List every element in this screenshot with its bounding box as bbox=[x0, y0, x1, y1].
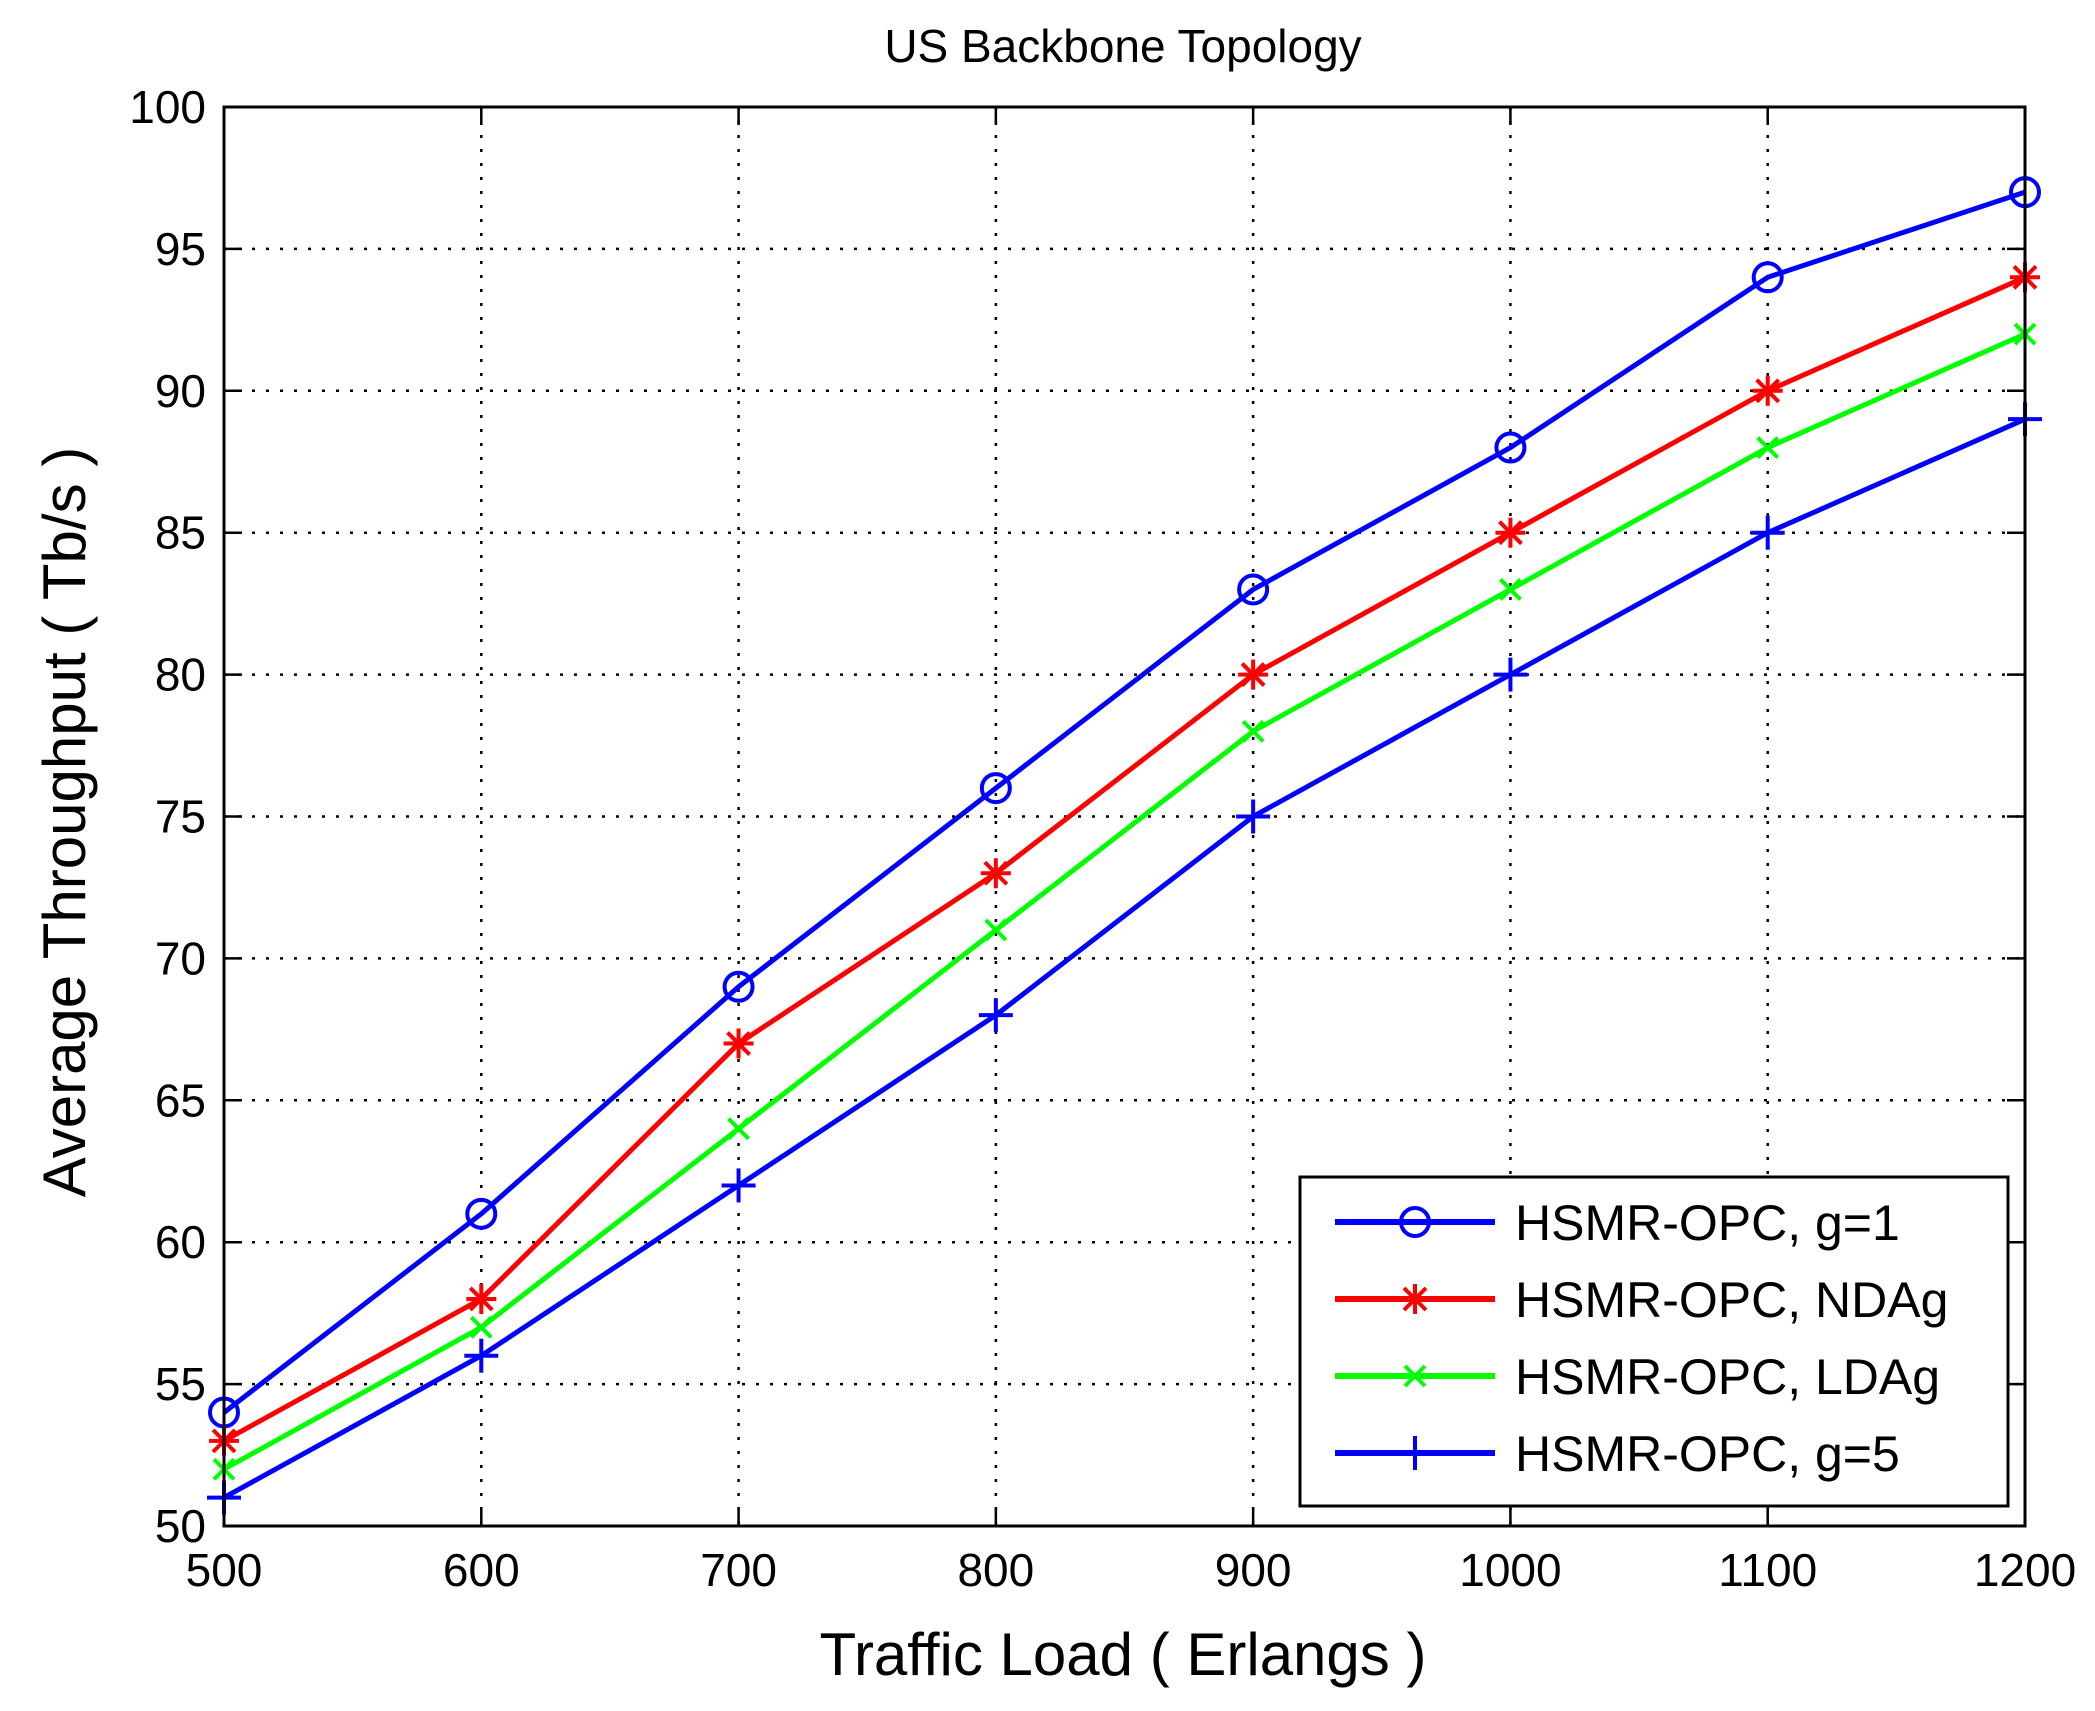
legend-label-1: HSMR-OPC, g=1 bbox=[1515, 1195, 1900, 1251]
series-2-point-600 bbox=[466, 1283, 497, 1314]
legend-label-3: HSMR-OPC, LDAg bbox=[1515, 1349, 1940, 1405]
series-1-point-900-circle bbox=[1237, 573, 1270, 606]
y-tick-label-75: 75 bbox=[155, 791, 206, 843]
series-line-1 bbox=[222, 189, 2026, 1415]
series-4-point-600 bbox=[464, 1338, 499, 1373]
y-tick-label-95: 95 bbox=[155, 223, 206, 275]
legend-marker-4 bbox=[1398, 1436, 1432, 1470]
y-tick-label-50: 50 bbox=[155, 1500, 206, 1552]
series-1-point-1100 bbox=[1751, 261, 1784, 294]
x-tick-label-700: 700 bbox=[700, 1544, 777, 1596]
series-3-point-700 bbox=[727, 1117, 750, 1141]
chart-title: US Backbone Topology bbox=[884, 20, 1361, 72]
series-4-point-700 bbox=[721, 1168, 756, 1203]
x-tick-label-800: 800 bbox=[957, 1544, 1034, 1596]
x-axis-label: Traffic Load ( Erlangs ) bbox=[820, 1621, 1427, 1688]
series-4-point-1100 bbox=[1750, 515, 1785, 550]
series-2-point-800 bbox=[980, 858, 1011, 889]
legend-marker-3 bbox=[1403, 1364, 1427, 1388]
y-tick-label-100: 100 bbox=[129, 81, 206, 133]
series-1-point-1000-circle bbox=[1494, 431, 1527, 464]
y-tick-label-85: 85 bbox=[155, 507, 206, 559]
series-1-point-1000 bbox=[1494, 431, 1527, 464]
x-tick-label-1000: 1000 bbox=[1459, 1544, 1561, 1596]
series-line-4 bbox=[222, 416, 2027, 1500]
series-3-point-600 bbox=[469, 1315, 493, 1339]
y-tick-label-65: 65 bbox=[155, 1074, 206, 1126]
legend-marker-2 bbox=[1400, 1284, 1430, 1314]
series-3-point-1000-d2 bbox=[1499, 578, 1522, 601]
series-2-point-1100 bbox=[1752, 375, 1783, 406]
series-1-point-800 bbox=[979, 772, 1012, 805]
legend-entry-4: HSMR-OPC, g=5 bbox=[1335, 1426, 1900, 1482]
x-tick-label-600: 600 bbox=[443, 1544, 520, 1596]
y-tick-label-70: 70 bbox=[155, 932, 206, 984]
series-3-point-800-d2 bbox=[984, 918, 1008, 942]
series-1-point-900 bbox=[1237, 573, 1270, 606]
x-tick-label-500: 500 bbox=[186, 1544, 263, 1596]
legend-entry-1: HSMR-OPC, g=1 bbox=[1335, 1195, 1900, 1251]
series-1-point-700-circle bbox=[722, 970, 755, 1003]
y-tick-label-80: 80 bbox=[155, 649, 206, 701]
y-tick-label-90: 90 bbox=[155, 365, 206, 417]
series-line-3 bbox=[222, 331, 2027, 1472]
series-1-point-600 bbox=[465, 1197, 498, 1230]
series-1-point-1100-circle bbox=[1751, 261, 1784, 294]
series-2-point-1000-d2 bbox=[1498, 520, 1523, 546]
x-tick-label-1100: 1100 bbox=[1718, 1544, 1817, 1596]
series-3-point-800 bbox=[984, 918, 1008, 942]
y-axis-label: Average Throughput ( Tb/s ) bbox=[31, 447, 98, 1197]
series-2-point-900 bbox=[1238, 659, 1269, 690]
legend: HSMR-OPC, g=1 HSMR-OPC, NDAg HSMR-OPC, LDA… bbox=[1298, 1175, 2010, 1508]
legend-label-2: HSMR-OPC, NDAg bbox=[1515, 1272, 1948, 1328]
series-2-point-1000 bbox=[1495, 517, 1526, 548]
axes-box bbox=[222, 105, 2027, 1528]
legend-entry-3: HSMR-OPC, LDAg bbox=[1335, 1349, 1940, 1405]
series-2-point-900-d2 bbox=[1240, 662, 1266, 688]
series-4 bbox=[207, 402, 2042, 1515]
series-2-point-700 bbox=[723, 1028, 754, 1059]
x-tick-label-900: 900 bbox=[1215, 1544, 1292, 1596]
series-4-point-900 bbox=[1236, 799, 1271, 834]
legend-marker-2-d2 bbox=[1402, 1286, 1428, 1312]
series-3-point-700-d2 bbox=[727, 1117, 750, 1141]
series-1-point-800-circle bbox=[979, 772, 1012, 805]
series-2-point-700-d2 bbox=[726, 1031, 751, 1056]
series-3-point-1000 bbox=[1499, 578, 1522, 601]
legend-marker-1-circle bbox=[1399, 1206, 1431, 1238]
series-2-point-800-d2 bbox=[983, 860, 1009, 886]
series-1 bbox=[208, 176, 2041, 1429]
series-line-2 bbox=[222, 274, 2027, 1444]
y-tick-label-55: 55 bbox=[155, 1358, 206, 1410]
series-3-point-600-d2 bbox=[469, 1315, 493, 1339]
series-4-point-1000 bbox=[1493, 657, 1528, 692]
series-3-point-900 bbox=[1241, 719, 1265, 743]
legend-label-4: HSMR-OPC, g=5 bbox=[1515, 1426, 1900, 1482]
legend-marker-1 bbox=[1399, 1206, 1431, 1238]
y-tick-label-60: 60 bbox=[155, 1216, 206, 1268]
series-3-point-1100-d2 bbox=[1756, 436, 1780, 459]
series-3-point-1100 bbox=[1756, 436, 1780, 459]
series-2-point-1100-d2 bbox=[1755, 378, 1781, 404]
series-4-point-800 bbox=[978, 998, 1013, 1033]
series-1-point-600-circle bbox=[465, 1197, 498, 1230]
legend-marker-3-d2 bbox=[1403, 1364, 1427, 1388]
legend-entry-2: HSMR-OPC, NDAg bbox=[1335, 1272, 1948, 1328]
series-1-point-700 bbox=[722, 970, 755, 1003]
series-3 bbox=[212, 322, 2037, 1481]
series-3-point-900-d2 bbox=[1241, 719, 1265, 743]
x-tick-label-1200: 1200 bbox=[1974, 1544, 2076, 1596]
series-2-point-600-d2 bbox=[468, 1286, 494, 1312]
